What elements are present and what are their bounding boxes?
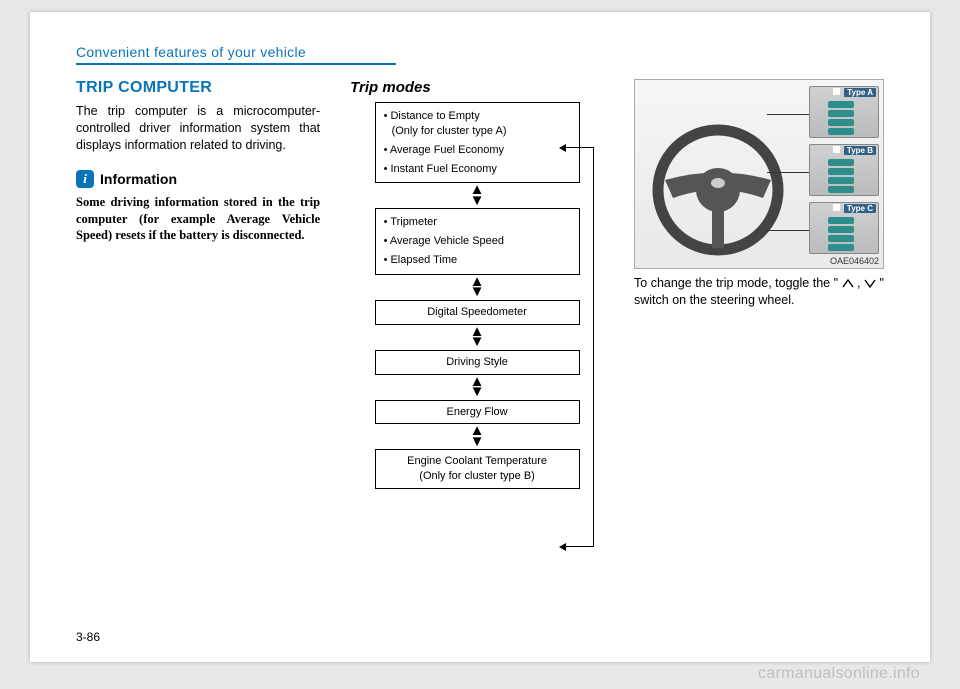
flow-box-5: Energy Flow xyxy=(375,400,580,425)
flow-box-1-line-2: • Average Fuel Economy xyxy=(384,143,571,158)
flow-box-1-line-3: • Instant Fuel Economy xyxy=(384,162,571,177)
chevron-up-icon xyxy=(842,279,854,288)
inset-label-b: Type B xyxy=(844,146,876,155)
caption-separator: , xyxy=(857,276,864,290)
flow-box-1-line-1-sub: (Only for cluster type A) xyxy=(384,124,571,139)
trip-modes-title: Trip modes xyxy=(350,79,604,96)
flow-box-4: Driving Style xyxy=(375,350,580,375)
flow-box-6: Engine Coolant Temperature (Only for clu… xyxy=(375,449,580,489)
wheel-buttons-icon xyxy=(828,159,854,193)
inset-label-c: Type C xyxy=(844,204,876,213)
manual-page: Convenient features of your vehicle TRIP… xyxy=(30,12,930,662)
flow-box-2-line-2: • Average Vehicle Speed xyxy=(384,234,571,249)
flow-box-1-line-1: • Distance to Empty xyxy=(384,109,571,124)
flow-box-2: • Tripmeter • Average Vehicle Speed • El… xyxy=(375,208,580,275)
inset-type-a: Type A xyxy=(809,86,879,138)
section-intro: The trip computer is a microcomputer-con… xyxy=(76,103,320,154)
content-columns: TRIP COMPUTER The trip computer is a mic… xyxy=(76,79,884,619)
section-title: TRIP COMPUTER xyxy=(76,79,320,97)
square-icon xyxy=(833,204,840,211)
info-label: Information xyxy=(100,171,177,187)
column-left: TRIP COMPUTER The trip computer is a mic… xyxy=(76,79,320,619)
inset-label-a: Type A xyxy=(844,88,876,97)
steering-wheel-figure: Type A Type B Type C OAE046402 xyxy=(634,79,884,269)
arrow-updown-icon: ▲▼ xyxy=(469,185,485,206)
square-icon xyxy=(833,88,840,95)
arrow-updown-icon: ▲▼ xyxy=(469,377,485,398)
flow-box-2-line-3: • Elapsed Time xyxy=(384,253,571,268)
flow-box-6-line-1: Engine Coolant Temperature xyxy=(384,454,571,469)
flow-box-1: • Distance to Empty (Only for cluster ty… xyxy=(375,102,580,183)
steering-wheel-icon xyxy=(643,110,793,260)
page-number: 3-86 xyxy=(76,630,100,644)
page-header: Convenient features of your vehicle xyxy=(76,44,396,65)
figure-caption: To change the trip mode, toggle the " , … xyxy=(634,275,884,309)
figure-caption-pre: To change the trip mode, toggle the " xyxy=(634,276,838,290)
flow-box-3: Digital Speedometer xyxy=(375,300,580,325)
info-icon: i xyxy=(76,170,94,188)
flow-box-6-line-2: (Only for cluster type B) xyxy=(384,469,571,484)
arrow-updown-icon: ▲▼ xyxy=(469,327,485,348)
page-header-title: Convenient features of your vehicle xyxy=(76,44,306,60)
arrow-updown-icon: ▲▼ xyxy=(469,426,485,447)
square-icon xyxy=(833,146,840,153)
wheel-buttons-icon xyxy=(828,101,854,135)
wheel-buttons-icon xyxy=(828,217,854,251)
arrow-updown-icon: ▲▼ xyxy=(469,277,485,298)
watermark: carmanualsonline.info xyxy=(758,665,920,683)
column-middle: Trip modes • Distance to Empty (Only for… xyxy=(350,79,604,619)
column-right: Type A Type B Type C OAE046402 To change… xyxy=(634,79,884,619)
inset-type-c: Type C xyxy=(809,202,879,254)
information-heading: i Information xyxy=(76,170,320,188)
figure-image-id: OAE046402 xyxy=(830,256,879,266)
flow-box-2-line-1: • Tripmeter xyxy=(384,215,571,230)
information-text: Some driving information stored in the t… xyxy=(76,194,320,245)
flow-side-connector xyxy=(564,147,594,547)
inset-type-b: Type B xyxy=(809,144,879,196)
chevron-down-icon xyxy=(864,279,876,288)
